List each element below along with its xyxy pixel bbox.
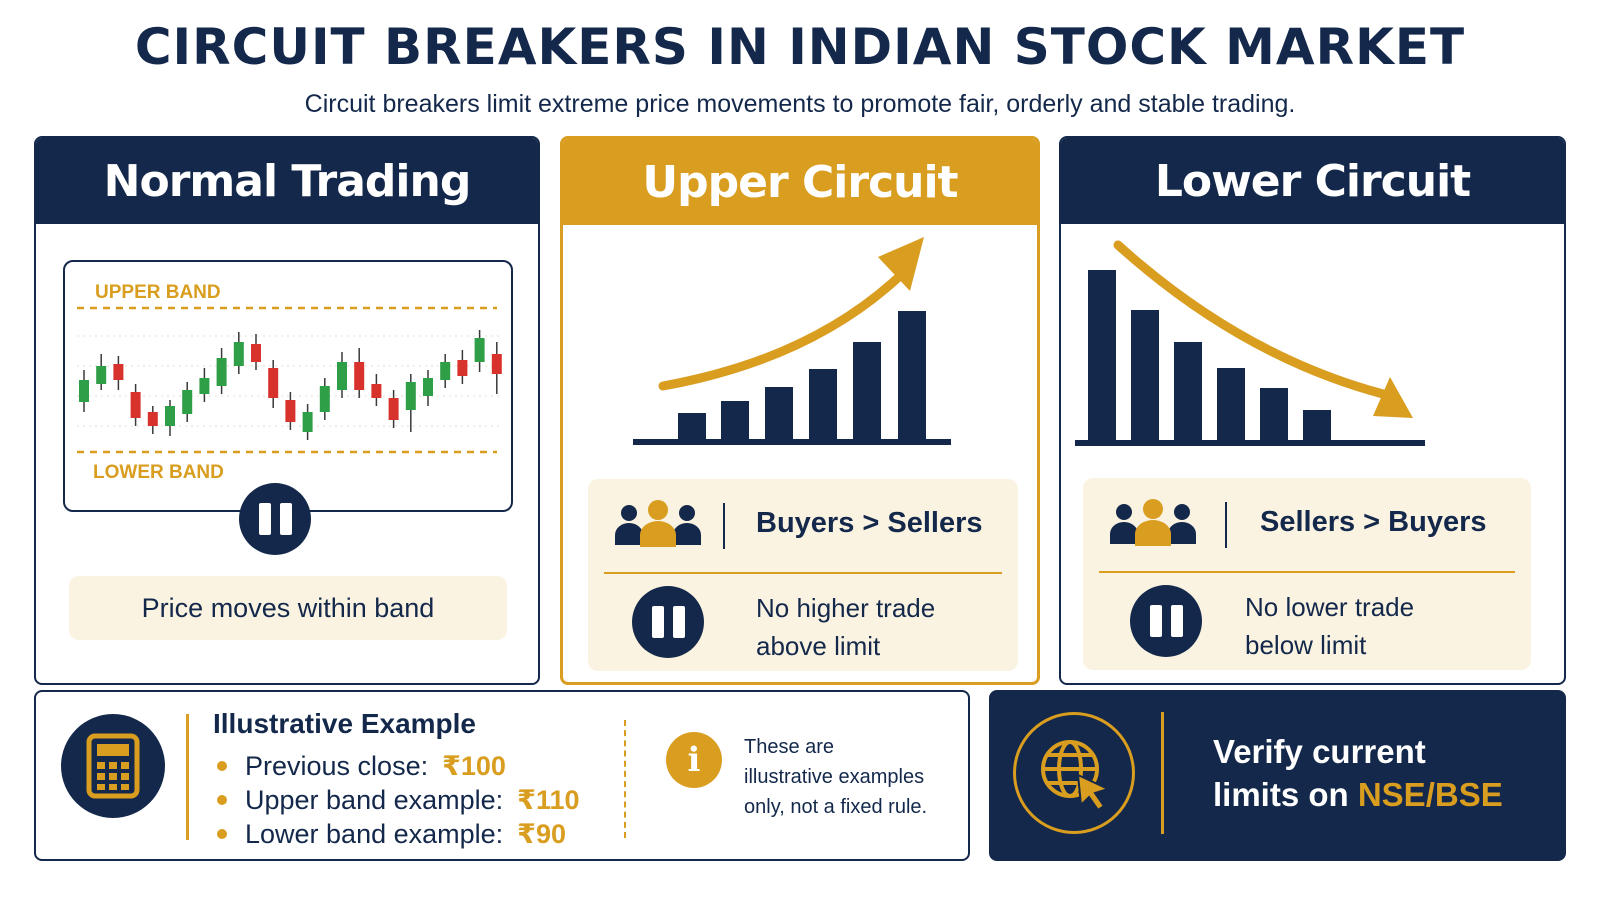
pause-icon xyxy=(1130,585,1202,657)
upper-rule-line-1: No higher trade xyxy=(756,593,936,623)
page-subtitle: Circuit breakers limit extreme price mov… xyxy=(304,90,1296,118)
lower-circuit-panel: Lower Circuit Sellers > Buyers No lower … xyxy=(1059,136,1566,685)
upper-circuit-heading: Upper Circuit xyxy=(563,139,1037,225)
lower-rule-text: No lower trade below limit xyxy=(1245,588,1495,664)
candlestick-chart-icon xyxy=(77,306,502,454)
upper-rule-line-2: above limit xyxy=(756,631,881,661)
example-value: ₹90 xyxy=(517,819,566,849)
candle-body xyxy=(337,362,347,390)
candle-body xyxy=(251,344,261,362)
candle-body xyxy=(147,412,158,426)
falling-bar-chart-icon xyxy=(1075,240,1425,446)
verify-limits-box: Verify current limits on NSE/BSE xyxy=(989,690,1566,861)
info-icon: i xyxy=(666,732,722,788)
globe-cursor-icon xyxy=(1013,712,1135,834)
verify-line-2: limits on xyxy=(1213,776,1358,813)
candle-body xyxy=(302,412,313,432)
note-line-2: illustrative examples xyxy=(744,766,925,788)
lower-ratio-text: Sellers > Buyers xyxy=(1260,506,1487,538)
people-icon xyxy=(615,500,701,547)
example-title: Illustrative Example xyxy=(213,708,477,739)
example-value: ₹100 xyxy=(442,751,506,781)
candle-body xyxy=(371,384,382,398)
page-title: CIRCUIT BREAKERS IN INDIAN STOCK MARKET xyxy=(134,18,1466,76)
illustrative-example-box: Illustrative Example Previous close: ₹100… xyxy=(34,690,970,861)
candle-body xyxy=(96,366,107,384)
verify-line-1: Verify current xyxy=(1213,733,1426,770)
pause-icon xyxy=(239,483,311,555)
normal-trading-panel: Normal Trading UPPER BAND LOWER BAND Pri… xyxy=(34,136,540,685)
lower-info-card: Sellers > Buyers No lower trade below li… xyxy=(1083,478,1531,670)
example-value: ₹110 xyxy=(517,785,580,815)
lower-circuit-heading: Lower Circuit xyxy=(1061,138,1564,224)
list-item: Lower band example: ₹90 xyxy=(213,817,580,851)
pause-icon xyxy=(632,586,704,658)
example-label: Lower band example: xyxy=(245,819,504,849)
list-item: Previous close: ₹100 xyxy=(213,749,580,783)
candle-body xyxy=(268,368,279,398)
upper-circuit-panel: Upper Circuit Buyers > Sellers No higher… xyxy=(560,136,1040,685)
divider xyxy=(604,572,1002,574)
divider xyxy=(1099,571,1515,573)
list-item: Upper band example: ₹110 xyxy=(213,783,580,817)
verify-text: Verify current limits on NSE/BSE xyxy=(1213,730,1503,816)
divider xyxy=(723,503,725,549)
candle-body xyxy=(491,354,502,374)
candle-body xyxy=(79,380,89,402)
lower-rule-line-2: below limit xyxy=(1245,630,1367,660)
candle-body xyxy=(354,362,365,390)
candle-body xyxy=(457,360,468,376)
note-line-3: only, not a fixed rule. xyxy=(744,796,928,818)
example-label: Previous close: xyxy=(245,751,429,781)
example-list: Previous close: ₹100 Upper band example: ₹… xyxy=(213,749,580,851)
candle-body xyxy=(388,398,399,420)
candle-body xyxy=(319,386,330,412)
note-line-1: These are xyxy=(744,736,835,758)
candle-body xyxy=(130,392,141,418)
candle-body xyxy=(405,382,416,410)
calculator-icon xyxy=(61,714,165,818)
exchange-highlight: NSE/BSE xyxy=(1357,776,1503,813)
candle-body xyxy=(285,400,296,422)
upper-ratio-text: Buyers > Sellers xyxy=(756,507,983,539)
candle-body xyxy=(233,342,244,366)
people-icon xyxy=(1110,499,1196,546)
candle-body xyxy=(199,378,210,394)
upper-info-card: Buyers > Sellers No higher trade above l… xyxy=(588,479,1018,671)
candle-body xyxy=(474,338,485,362)
candle-body xyxy=(216,358,227,386)
candle-body xyxy=(423,378,433,396)
upper-band-label: UPPER BAND xyxy=(95,282,221,303)
candle-body xyxy=(440,362,451,380)
candle-body xyxy=(113,364,124,380)
lower-band-label: LOWER BAND xyxy=(93,462,224,483)
candle-body xyxy=(182,390,193,414)
divider xyxy=(1161,712,1164,834)
divider xyxy=(624,720,626,838)
lower-rule-line-1: No lower trade xyxy=(1245,592,1415,622)
normal-trading-heading: Normal Trading xyxy=(36,138,538,224)
candlestick-band-chart: UPPER BAND LOWER BAND xyxy=(63,260,513,512)
candle-body xyxy=(165,406,175,426)
example-note: These are illustrative examples only, no… xyxy=(744,732,954,822)
upper-rule-text: No higher trade above limit xyxy=(756,589,1006,665)
divider xyxy=(186,714,189,840)
normal-status-pill: Price moves within band xyxy=(69,576,507,640)
example-label: Upper band example: xyxy=(245,785,504,815)
rising-bar-chart-icon xyxy=(633,237,951,445)
divider xyxy=(1225,502,1227,548)
